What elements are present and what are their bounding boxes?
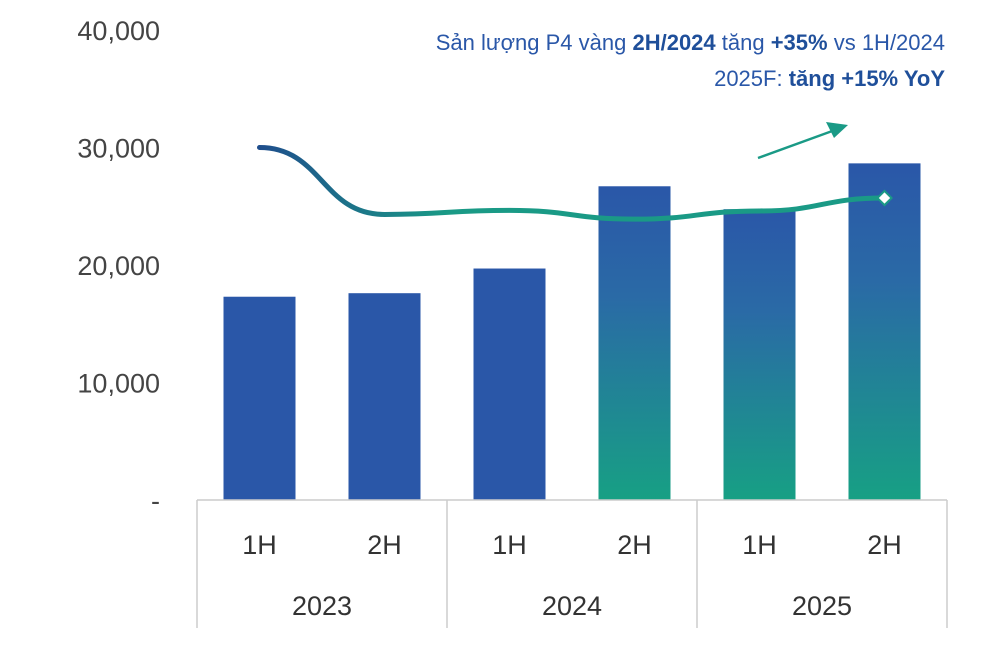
x-tick-label: 2H bbox=[367, 530, 402, 560]
annotation-bold: 2H/2024 bbox=[632, 30, 716, 55]
y-tick-label: - bbox=[151, 486, 160, 516]
x-tick-label: 1H bbox=[242, 530, 277, 560]
x-group-label: 2023 bbox=[292, 591, 352, 621]
bar bbox=[848, 163, 921, 501]
annotation-line-1: Sản lượng P4 vàng 2H/2024 tăng +35% vs 1… bbox=[436, 26, 945, 60]
bar bbox=[348, 293, 421, 500]
bar bbox=[598, 186, 671, 500]
trend-up-arrow-icon bbox=[757, 122, 848, 160]
line-series bbox=[257, 145, 887, 222]
x-group-label: 2025 bbox=[792, 591, 852, 621]
x-group-label: 2024 bbox=[542, 591, 602, 621]
y-tick-label: 40,000 bbox=[77, 16, 160, 46]
annotation-bold: +35% bbox=[770, 30, 828, 55]
annotation-line-2: 2025F: tăng +15% YoY bbox=[714, 62, 945, 96]
annotation-text: vs 1H/2024 bbox=[827, 30, 945, 55]
annotation-text: 2025F: bbox=[714, 66, 789, 91]
bar bbox=[723, 209, 796, 500]
x-tick-label: 1H bbox=[492, 530, 527, 560]
bar bbox=[473, 268, 546, 500]
y-tick-label: 30,000 bbox=[77, 134, 160, 164]
x-tick-label: 1H bbox=[742, 530, 777, 560]
annotation-text: tăng bbox=[715, 30, 771, 55]
bar bbox=[223, 296, 296, 500]
y-tick-label: 20,000 bbox=[77, 251, 160, 281]
y-tick-label: 10,000 bbox=[77, 369, 160, 399]
line-end-marker bbox=[876, 189, 893, 207]
x-tick-label: 2H bbox=[867, 530, 902, 560]
annotation-text: Sản lượng P4 vàng bbox=[435, 30, 633, 55]
x-tick-label: 2H bbox=[617, 530, 652, 560]
annotation-bold: tăng +15% YoY bbox=[788, 66, 945, 91]
